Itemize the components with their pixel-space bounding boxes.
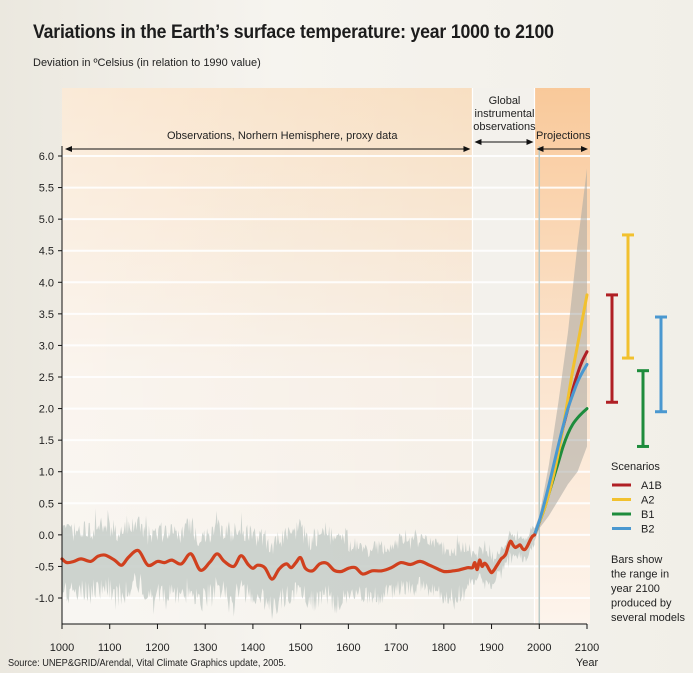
y-tick-label: -1.0 [35, 593, 54, 605]
y-tick-label: 1.0 [39, 467, 54, 479]
chart-title: Variations in the Earth’s surface temper… [33, 22, 554, 43]
x-tick-label: 1000 [50, 642, 74, 654]
x-tick-label: 1300 [193, 642, 217, 654]
region-label-instrumental-line: observations [473, 121, 536, 133]
arrow-instrumental-span-left-head [474, 139, 482, 145]
y-tick-label: 3.5 [39, 309, 54, 321]
x-tick-label: 1900 [479, 642, 503, 654]
x-axis-title: Year [576, 657, 599, 669]
proxy-variability-band [62, 508, 535, 620]
legend-item-a1b: A1B [612, 480, 662, 492]
legend-label: A2 [641, 495, 654, 507]
y-tick-label: 1.5 [39, 435, 54, 447]
projection-uncertainty-band [534, 168, 587, 542]
legend-note-line: year 2100 [611, 583, 660, 595]
x-tick-label: 1200 [145, 642, 169, 654]
region-label-proxy: Observations, Norhern Hemisphere, proxy … [167, 130, 398, 142]
y-tick-label: 5.5 [39, 183, 54, 195]
legend-note-line: Bars show [611, 554, 662, 566]
y-tick-label: 0.0 [39, 530, 54, 542]
y-tick-label: 3.0 [39, 340, 54, 352]
y-tick-label: 0.5 [39, 498, 54, 510]
legend-item-b2: B2 [612, 524, 654, 536]
arrow-projection-span-left-head [536, 146, 544, 152]
y-tick-label: 4.5 [39, 246, 54, 258]
region-label-projections: Projections [536, 130, 591, 142]
range-bar-a1b [606, 293, 618, 404]
x-tick-label: 1800 [432, 642, 456, 654]
series-line-observed [60, 533, 537, 581]
x-tick-label: 1100 [98, 642, 122, 654]
y-tick-label: -0.5 [35, 561, 54, 573]
legend-item-a2: A2 [612, 495, 654, 507]
arrow-proxy-span-right-head [463, 146, 471, 152]
x-tick-label: 1700 [384, 642, 408, 654]
x-tick-label: 1400 [241, 642, 265, 654]
legend-title: Scenarios [611, 461, 660, 473]
arrow-projection-span-right-head [581, 146, 588, 152]
y-tick-label: 2.0 [39, 404, 54, 416]
legend-note-line: produced by [611, 598, 672, 610]
legend-label: A1B [641, 480, 662, 492]
legend-note-line: several models [611, 612, 685, 624]
legend-label: B1 [641, 509, 654, 521]
legend-note-line: the range in [611, 569, 669, 581]
range-bar-b2 [655, 315, 667, 414]
legend-item-b1: B1 [612, 509, 654, 521]
chart-subtitle: Deviation in ºCelsius (in relation to 19… [33, 57, 261, 69]
y-tick-label: 2.5 [39, 372, 54, 384]
x-tick-label: 2100 [575, 642, 599, 654]
arrow-instrumental-span-right-head [526, 139, 534, 145]
y-tick-label: 5.0 [39, 214, 54, 226]
range-bar-a2 [622, 233, 634, 360]
series-line-b2 [533, 362, 589, 537]
y-tick-label: 6.0 [39, 151, 54, 163]
x-tick-label: 1600 [336, 642, 360, 654]
x-tick-label: 1500 [288, 642, 312, 654]
region-label-instrumental-line: instrumental [475, 108, 535, 120]
arrow-proxy-span-left-head [65, 146, 72, 152]
y-tick-label: 4.0 [39, 277, 54, 289]
source-note: Source: UNEP&GRID/Arendal, Vital Climate… [8, 658, 287, 669]
region-label-instrumental-line: Global [489, 95, 521, 107]
legend-label: B2 [641, 524, 654, 536]
x-tick-label: 2000 [527, 642, 551, 654]
range-bar-b1 [637, 369, 649, 448]
